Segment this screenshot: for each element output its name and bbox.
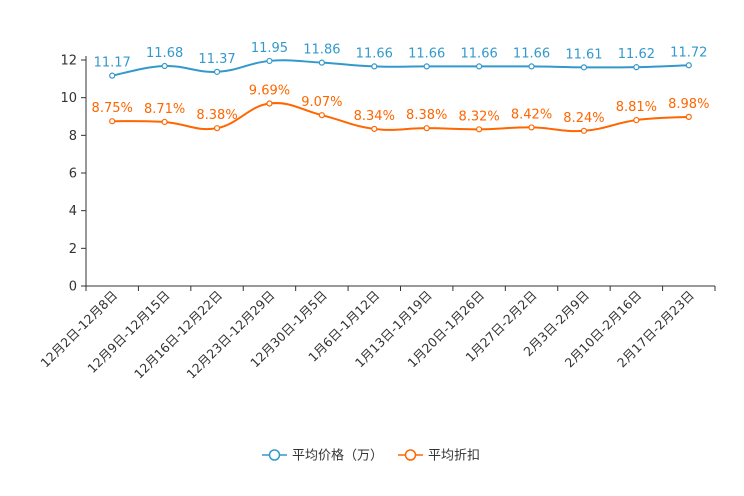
data-point — [161, 118, 168, 126]
data-label: 9.07% — [301, 95, 342, 110]
data-point — [580, 64, 588, 71]
legend-label: 平均折扣 — [428, 449, 480, 464]
data-point — [476, 63, 483, 70]
data-point — [109, 72, 116, 79]
data-point — [371, 63, 378, 70]
legend-label: 平均价格（万） — [292, 448, 383, 464]
data-label: 8.98% — [668, 97, 709, 112]
data-label: 11.37 — [198, 52, 235, 67]
data-label: 11.66 — [408, 46, 445, 61]
data-point — [528, 63, 535, 70]
y-tick-label: 4 — [69, 204, 77, 219]
data-point — [213, 68, 221, 75]
y-tick-label: 12 — [60, 54, 77, 69]
y-tick-label: 10 — [60, 91, 77, 106]
data-label: 8.42% — [511, 107, 552, 122]
y-tick-label: 0 — [69, 280, 77, 295]
data-label: 8.34% — [354, 109, 395, 124]
data-label: 8.24% — [563, 111, 604, 126]
data-label: 11.72 — [670, 45, 707, 60]
data-label: 11.66 — [461, 46, 498, 61]
data-label: 11.86 — [303, 43, 340, 58]
data-labels: 11.17 11.68 11.37 11.95 11.86 11.66 11.66 11.66… — [92, 41, 710, 126]
data-point — [580, 127, 588, 134]
data-label: 9.69% — [249, 84, 290, 99]
data-label: 8.38% — [196, 108, 237, 123]
x-tick-label: 12月16日-12月22日 — [131, 288, 225, 382]
data-point — [685, 62, 692, 69]
data-label: 8.71% — [144, 102, 185, 117]
series-line — [112, 59, 689, 77]
data-label: 8.75% — [92, 101, 133, 116]
y-tick-label: 2 — [69, 242, 77, 257]
legend: 平均价格（万） 平均折扣 — [262, 448, 480, 464]
data-point — [423, 125, 430, 132]
legend-marker — [404, 449, 417, 461]
series-avg-discount — [109, 100, 692, 134]
data-point — [685, 113, 692, 120]
data-point — [423, 63, 430, 70]
data-label: 11.68 — [146, 46, 183, 61]
legend-marker — [268, 449, 281, 461]
data-point — [318, 112, 325, 119]
data-label: 8.32% — [458, 109, 499, 124]
data-label: 11.17 — [94, 56, 131, 71]
legend-item-avg-price: 平均价格（万） — [262, 448, 383, 464]
data-point — [266, 100, 273, 107]
data-point — [161, 62, 168, 70]
y-tick-label: 8 — [69, 129, 77, 144]
data-point — [371, 125, 378, 133]
data-point — [633, 116, 640, 124]
data-label: 11.62 — [618, 47, 655, 62]
data-label: 11.95 — [251, 41, 288, 56]
data-label: 8.81% — [616, 100, 657, 115]
data-point — [633, 64, 640, 71]
legend-item-avg-discount: 平均折扣 — [398, 449, 480, 464]
axes: 02468101212月2日-12月8日12月9日-12月15日12月16日-1… — [37, 54, 716, 382]
x-tick-label: 12月23日-12月29日 — [183, 288, 277, 382]
data-label: 11.66 — [513, 46, 550, 61]
data-point — [318, 59, 325, 66]
series-avg-price — [109, 57, 692, 79]
data-point — [266, 57, 273, 65]
data-point — [476, 126, 483, 133]
series-line — [112, 102, 689, 133]
data-point — [528, 124, 535, 131]
data-label: 8.38% — [406, 108, 447, 123]
data-label: 11.66 — [356, 46, 393, 61]
data-point — [213, 125, 221, 132]
series-layer — [109, 57, 692, 134]
data-point — [109, 118, 116, 125]
data-label: 11.61 — [565, 47, 602, 62]
y-tick-label: 6 — [69, 167, 77, 182]
